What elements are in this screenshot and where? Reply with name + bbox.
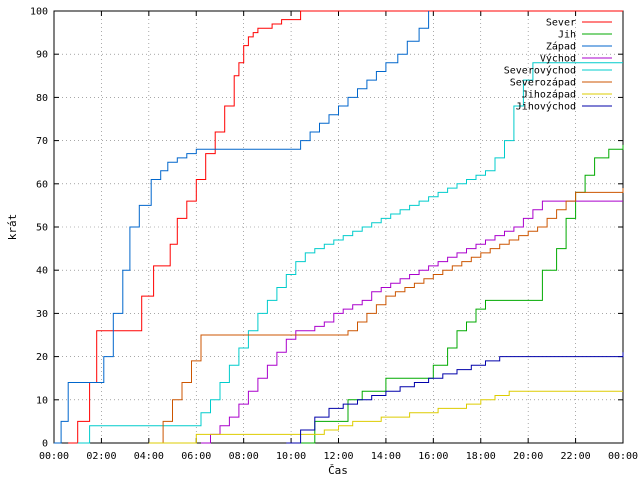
series-line-severovychod: [77, 62, 623, 444]
legend-label-sever: Sever: [546, 18, 576, 29]
y-tick-label: 60: [36, 179, 48, 190]
y-tick-label: 40: [36, 266, 48, 277]
series-line-jihozapad: [148, 390, 623, 444]
x-tick-label: 08:00: [229, 451, 259, 462]
x-tick-label: 00:00: [608, 451, 638, 462]
legend-label-zapad: Západ: [546, 41, 576, 53]
series-line-sever: [68, 10, 623, 444]
series-line-zapad: [54, 11, 430, 444]
series-line-jih: [295, 144, 624, 444]
y-tick-label: 30: [36, 309, 48, 320]
legend-label-jihovychod: Jihovýchod: [516, 101, 576, 113]
legend: SeverJihZápadVýchodSeverovýchodSeverozáp…: [504, 18, 612, 113]
x-tick-label: 16:00: [418, 451, 448, 462]
x-tick-label: 02:00: [86, 451, 116, 462]
x-tick-label: 18:00: [466, 451, 496, 462]
series-line-vychod: [201, 200, 623, 444]
legend-label-jih: Jih: [558, 30, 576, 41]
y-tick-label: 10: [36, 395, 48, 406]
legend-label-vychod: Východ: [540, 53, 576, 65]
series-line-jihovychod: [286, 352, 624, 444]
y-tick-label: 50: [36, 223, 48, 234]
y-tick-label: 90: [36, 50, 48, 61]
series-lines: [54, 10, 624, 444]
x-tick-label: 06:00: [181, 451, 211, 462]
x-tick-label: 10:00: [276, 451, 306, 462]
series-line-severozapad: [153, 188, 624, 444]
x-axis-label: Čas: [328, 464, 348, 477]
y-tick-label: 100: [30, 7, 48, 18]
y-axis-label: krát: [6, 214, 19, 241]
x-tick-label: 14:00: [371, 451, 401, 462]
x-tick-label: 00:00: [39, 451, 69, 462]
x-tick-label: 12:00: [323, 451, 353, 462]
x-tick-label: 20:00: [513, 451, 543, 462]
legend-label-severozapad: Severozápad: [510, 77, 576, 89]
y-tick-label: 20: [36, 352, 48, 363]
y-tick-label: 70: [36, 136, 48, 147]
x-tick-label: 04:00: [134, 451, 164, 462]
y-axis: 0 10 20 30 40 50 60 70 80 90 100: [30, 7, 623, 450]
legend-label-jihozapad: Jihozápad: [522, 89, 576, 101]
y-tick-label: 0: [42, 439, 48, 450]
grid: [54, 11, 623, 443]
x-tick-label: 22:00: [561, 451, 591, 462]
legend-label-severovychod: Severovýchod: [504, 65, 576, 77]
y-tick-label: 80: [36, 93, 48, 104]
